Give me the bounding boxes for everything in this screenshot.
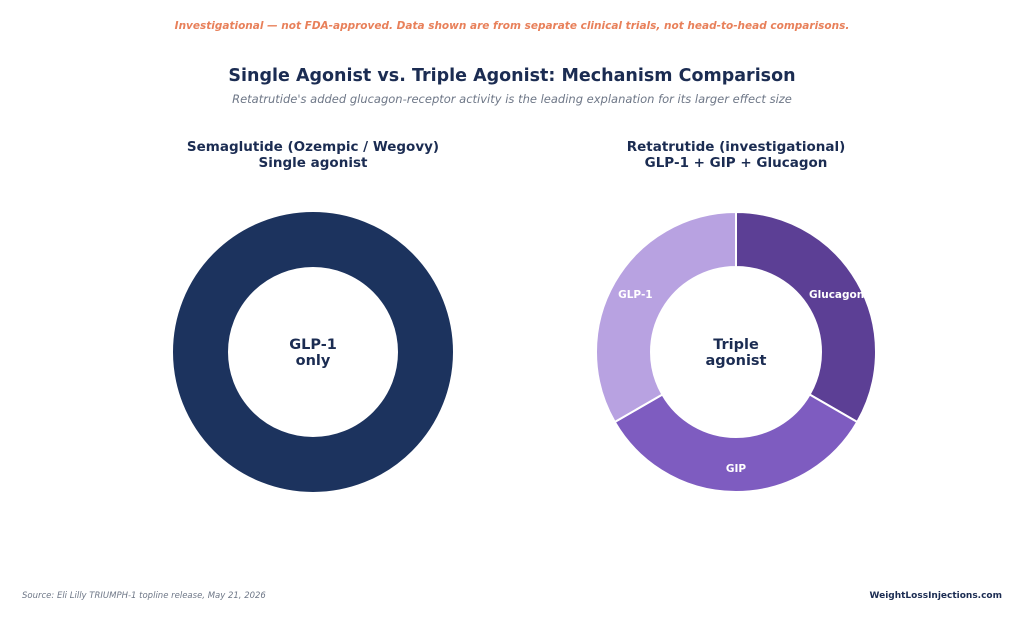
panel-title-retatrutide: Retatrutide (investigational) GLP-1 + GI… [536, 139, 936, 171]
chart-title: Single Agonist vs. Triple Agonist: Mecha… [228, 66, 796, 86]
panel-title-retatrutide-line1: Retatrutide (investigational) [626, 139, 846, 155]
panel-title-semaglutide-line1: Semaglutide (Ozempic / Wegovy) [186, 139, 440, 155]
donut-slice-gip [613, 393, 859, 494]
center-label-line-0: GLP-1 [289, 337, 337, 353]
chart-subtitle: Retatrutide's added glucagon-receptor ac… [232, 92, 792, 106]
slice-label-glucagon: Glucagon [809, 289, 864, 301]
footer-source: Source: Eli Lilly TRIUMPH-1 topline rele… [22, 591, 266, 601]
center-label-line-1: agonist [706, 353, 767, 369]
center-label-line-1: only [296, 353, 331, 369]
donut-slice-glucagon [735, 210, 877, 424]
panel-title-semaglutide-line2: Single agonist [258, 155, 368, 171]
donut-slice-slice-0 [173, 212, 453, 492]
slice-label-gip: GIP [726, 463, 747, 475]
slice-label-glp-1: GLP-1 [618, 289, 652, 301]
footer-brand: WeightLossInjections.com [869, 591, 1002, 601]
center-label-line-0: Triple [713, 337, 759, 353]
panel-title-semaglutide: Semaglutide (Ozempic / Wegovy) Single ag… [113, 139, 513, 171]
disclaimer-text: Investigational — not FDA-approved. Data… [174, 20, 850, 32]
panel-title-retatrutide-line2: GLP-1 + GIP + Glucagon [644, 155, 828, 171]
donut-slice-glp-1 [595, 210, 737, 424]
